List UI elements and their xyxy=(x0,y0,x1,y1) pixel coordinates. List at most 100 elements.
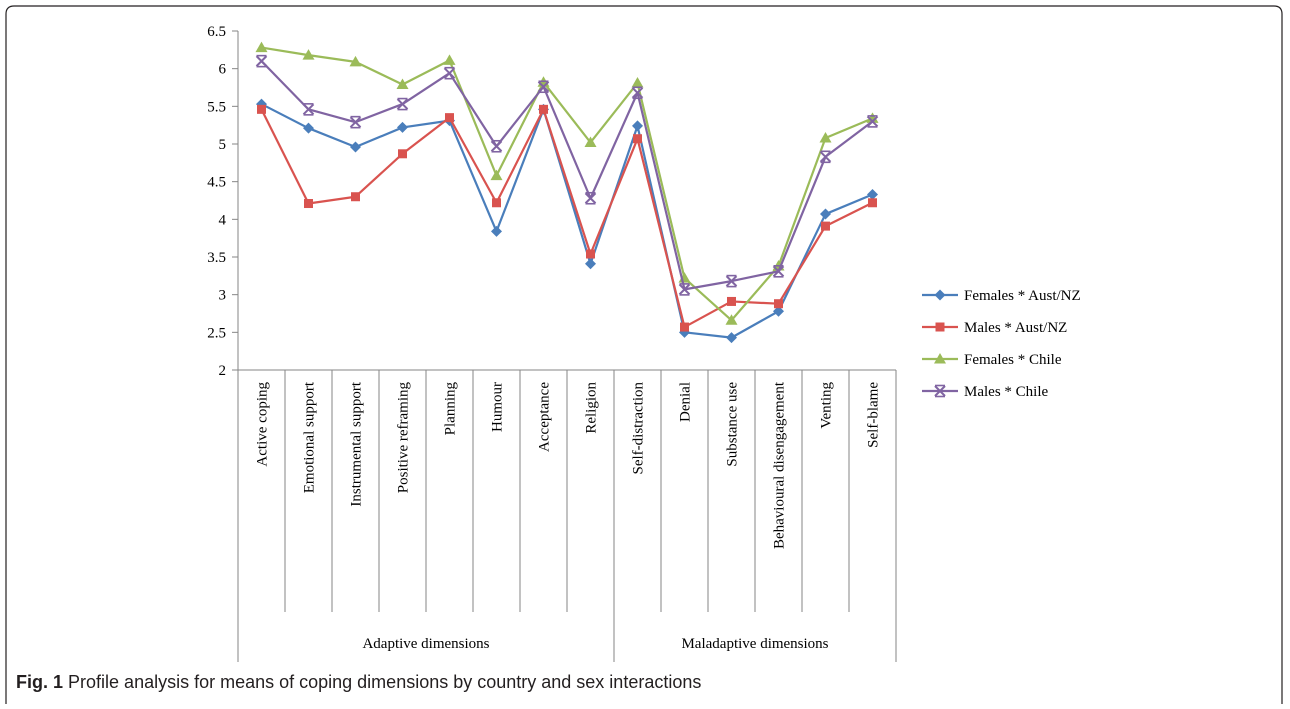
data-point xyxy=(397,121,408,133)
x-tick-label: Religion xyxy=(584,382,600,434)
series-line xyxy=(260,108,873,329)
group-label: Adaptive dimensions xyxy=(362,636,489,652)
legend-label: Males * Chile xyxy=(964,384,1048,400)
y-tick-label: 3 xyxy=(219,288,227,304)
data-point xyxy=(255,41,268,53)
data-point xyxy=(725,274,738,288)
data-point xyxy=(443,54,456,65)
data-point xyxy=(349,55,362,67)
data-point xyxy=(304,199,313,209)
y-tick-label: 5 xyxy=(219,137,227,153)
data-point xyxy=(443,66,456,80)
figure-label: Fig. 1 xyxy=(16,672,64,692)
data-point xyxy=(727,296,736,306)
legend-label: Females * Aust/NZ xyxy=(964,288,1081,304)
x-tick-label: Behavioural disengagement xyxy=(772,381,788,549)
data-point xyxy=(586,249,595,259)
data-point xyxy=(303,122,314,134)
series-line xyxy=(260,60,874,291)
y-tick-label: 6.5 xyxy=(207,24,226,40)
data-point xyxy=(820,208,831,220)
data-point xyxy=(773,305,784,317)
x-tick-label: Denial xyxy=(678,382,694,422)
x-tick-label: Planning xyxy=(443,382,459,436)
axes: 2 2.5 3 3.5 4 4.5 5 5.5 6 6.5 Active coping Emotion… xyxy=(207,24,897,662)
legend-marker xyxy=(934,353,946,364)
legend: Females * Aust/NZ Males * Aust/NZ Females … xyxy=(922,288,1081,400)
x-tick-label: Emotional support xyxy=(302,381,318,493)
x-tick-label: Self-blame xyxy=(866,382,882,448)
data-point xyxy=(631,76,644,88)
figure-caption-text: Profile analysis for means of coping dim… xyxy=(68,672,702,692)
series-line xyxy=(260,103,873,339)
legend-entry: Females * Aust/NZ xyxy=(922,288,1081,304)
legend-marker xyxy=(934,289,946,301)
x-tick-label: Substance use xyxy=(725,382,741,467)
data-point xyxy=(631,86,644,100)
data-point xyxy=(351,192,360,202)
data-point xyxy=(396,78,409,89)
x-tick-label: Venting xyxy=(819,382,835,429)
data-point xyxy=(866,115,879,128)
series-line xyxy=(261,46,873,322)
legend-entry: Males * Aust/NZ xyxy=(922,320,1067,336)
x-tick-label: Humour xyxy=(490,382,506,432)
y-tick-label: 6 xyxy=(219,62,227,78)
y-tick-label: 2 xyxy=(219,363,227,379)
data-point xyxy=(584,136,597,147)
plot-area xyxy=(255,41,879,344)
data-point xyxy=(821,221,830,231)
data-point xyxy=(584,191,597,205)
data-point xyxy=(632,120,643,132)
data-point xyxy=(726,332,737,344)
data-point xyxy=(819,131,832,143)
data-point xyxy=(539,104,548,114)
data-point xyxy=(490,139,503,153)
y-tick-label: 2.5 xyxy=(207,325,226,341)
data-point xyxy=(678,283,691,296)
data-point xyxy=(445,113,454,123)
y-tick-label: 3.5 xyxy=(207,250,226,266)
figure-caption: Fig. 1 Profile analysis for means of cop… xyxy=(16,672,1276,693)
figure-border xyxy=(5,5,1283,704)
data-point xyxy=(491,225,502,237)
group-label: Maladaptive dimensions xyxy=(681,636,828,652)
data-point xyxy=(396,97,409,111)
data-point xyxy=(868,198,877,208)
y-tick-label: 4.5 xyxy=(207,175,226,191)
data-point xyxy=(257,104,266,114)
data-point xyxy=(537,80,550,94)
x-tick-label: Instrumental support xyxy=(349,381,365,506)
data-point xyxy=(772,265,785,278)
data-point xyxy=(585,258,596,270)
data-point xyxy=(302,49,315,60)
y-tick-label: 5.5 xyxy=(207,99,226,115)
x-tick-label: Self-distraction xyxy=(631,382,647,475)
data-point xyxy=(819,150,832,164)
legend-marker xyxy=(934,384,946,398)
data-point xyxy=(255,54,268,68)
legend-label: Males * Aust/NZ xyxy=(964,320,1067,336)
series-2 xyxy=(257,104,877,332)
series-1 xyxy=(256,98,878,344)
data-point xyxy=(350,141,361,153)
data-point xyxy=(680,322,689,332)
data-point xyxy=(492,198,501,208)
data-point xyxy=(490,169,503,181)
legend-marker xyxy=(935,322,945,332)
data-point xyxy=(867,188,878,200)
y-tick-label: 4 xyxy=(219,212,227,228)
legend-entry: Females * Chile xyxy=(922,352,1062,368)
data-point xyxy=(349,115,362,129)
data-point xyxy=(866,112,879,123)
data-point xyxy=(302,103,315,116)
series-4 xyxy=(255,54,879,296)
legend-label: Females * Chile xyxy=(964,352,1062,368)
data-point xyxy=(633,134,642,144)
data-point xyxy=(398,149,407,159)
x-tick-label: Positive reframing xyxy=(396,382,412,494)
x-tick-label: Active coping xyxy=(255,382,271,467)
data-point xyxy=(725,314,738,325)
